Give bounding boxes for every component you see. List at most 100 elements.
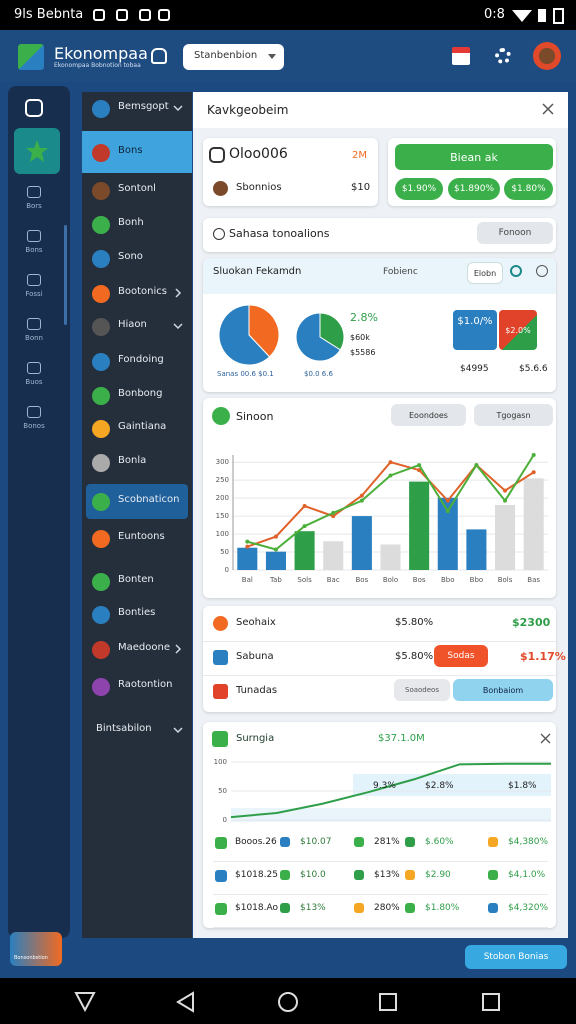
chevron [173,105,183,112]
table-cell: $13% [374,870,400,880]
table-cell: $10.07 [300,837,332,847]
menu-item[interactable]: Bonbong [118,388,163,399]
row-select[interactable]: Soaodeos [394,679,450,701]
nav-back [176,991,194,1013]
bar [294,531,315,570]
menu-item[interactable]: Bonh [118,217,144,228]
menu-item[interactable]: Bemsgopt [118,101,169,112]
highlight-band [231,808,551,822]
menu-item[interactable]: Euntoons [118,531,165,542]
pie-legend: Sanas 00.6 $0.1 [217,370,274,378]
bar [380,544,401,570]
table-cell: $1.80% [425,903,460,913]
pie-tile-value: $4995 [460,364,489,374]
menu-item[interactable]: Sontonl [118,183,156,194]
table-cell: Booos.26 [235,837,277,847]
table-icon [488,870,498,880]
menu-item[interactable]: Bonla [118,455,147,466]
row-icon [213,684,228,699]
line-card-value: $37.1.0M [378,733,425,744]
profile-avatar[interactable] [533,42,561,70]
pie-tile[interactable]: $2.0% [499,310,537,350]
notification-icon[interactable] [452,47,470,65]
menu-item[interactable]: Scobnaticon [118,494,180,505]
table-icon [488,903,498,913]
status-icon [158,9,170,21]
rail-card[interactable] [10,932,62,966]
table-icon [215,870,227,882]
table-cell: $4,1.0% [508,870,546,880]
bar-filter[interactable]: Tgogasn [474,404,553,426]
pill-button[interactable]: $1.80% [504,178,553,200]
table-cell: $.60% [425,837,454,847]
row-button[interactable]: Bonbaiom [453,679,553,701]
row-value: $5.80% [395,651,434,662]
search-box[interactable] [183,44,284,70]
x-tick-label: Bbo [441,576,455,584]
bar-filter[interactable]: Eoondoes [391,404,466,426]
menu-item[interactable]: Bootonics [118,286,167,297]
menu-item[interactable]: Raotontion [118,679,173,690]
pie-tab-icon[interactable] [510,265,522,277]
line-point [302,504,307,509]
status-time: 9ls Bebnta [14,7,84,22]
rail-label: Bons [25,246,43,254]
settings-icon[interactable] [495,48,511,64]
table-divider [213,927,548,928]
rail-icon[interactable] [27,318,41,330]
menu-item[interactable]: Maedoone [118,642,170,653]
status-bar [0,0,576,30]
line-point [245,539,250,544]
menu-item[interactable]: Bonten [118,574,154,585]
row-button[interactable]: Sodas [434,645,488,667]
line-series [247,454,535,551]
menu-icon [92,678,110,696]
rail-icon[interactable] [27,186,41,198]
chevron-icon [173,727,183,734]
pill-button[interactable]: $1.890% [448,178,500,200]
line-point [273,534,278,539]
rail-scroll [64,225,67,325]
pie-tab[interactable]: Elobn [467,262,503,284]
home-icon[interactable] [151,48,167,64]
line-point [302,524,307,529]
summary-avatar [213,181,228,196]
menu-item[interactable]: Sono [118,251,143,262]
menu-item[interactable]: Bons [118,145,143,156]
pill-button[interactable]: $1.90% [395,178,443,200]
menu-item[interactable]: Hiaon [118,319,147,330]
y-tick-label: 50 [218,787,227,795]
rail-icon[interactable] [27,274,41,286]
row-label: Sabuna [236,651,274,662]
fab-button[interactable]: Stobon Bonias [465,945,567,969]
row-icon [213,616,228,631]
rail-icon[interactable] [27,230,41,242]
rail-top-icon[interactable] [25,99,43,117]
table-divider [213,894,548,895]
menu-item[interactable]: Bonties [118,607,156,618]
primary-button[interactable]: Biean ak [395,144,553,170]
y-tick-label: 0 [225,566,229,574]
line-point [388,473,393,478]
table-cell: $1018.25 [235,870,278,880]
search-caret [268,54,276,59]
nav-home [278,992,298,1012]
menu-icon [92,100,110,118]
row-change: $2300 [512,616,551,629]
rail-icon[interactable] [27,406,41,418]
pie-tile[interactable]: $1.0/% [453,310,497,350]
table-icon [280,903,290,913]
line-point [359,493,364,498]
menu-item[interactable]: Fondoing [118,354,164,365]
status-icon [139,9,151,21]
chevron [173,323,183,330]
menu-item[interactable]: Bintsabilon [96,723,152,734]
menu-item[interactable]: Gaintiana [118,421,167,432]
nav-bar [0,978,576,1024]
filter-select[interactable]: Fonoon [477,222,553,244]
pie-tab-icon[interactable] [536,265,548,277]
panel-header [193,92,568,128]
rail-icon[interactable] [27,362,41,374]
line-point [359,498,364,503]
chevron-icon [175,644,182,654]
